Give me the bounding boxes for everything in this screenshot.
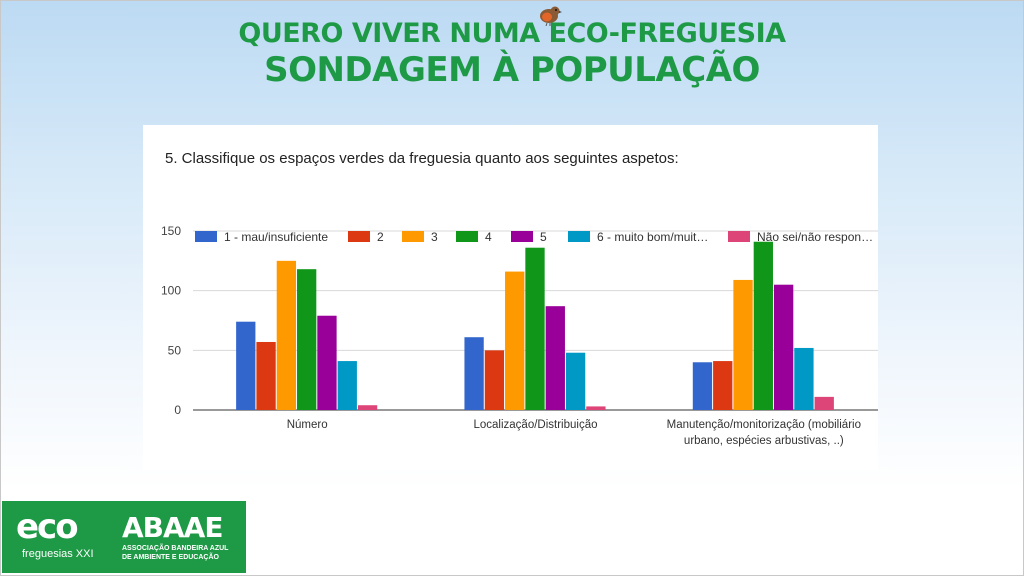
eco-logo: eco: [16, 507, 79, 547]
x-category-label: Localização/Distribuição: [473, 419, 597, 431]
legend-swatch: [402, 231, 424, 242]
abaae-logo: ABAAE: [122, 511, 223, 544]
x-category-label: urbano, espécies arbustivas, ..): [684, 435, 844, 447]
bar: [464, 337, 484, 410]
legend-label: 2: [377, 230, 384, 244]
bar: [256, 341, 276, 410]
bar-chart: 0 50 100 150 Número Localização/Distribuição M…: [161, 224, 878, 447]
y-tick-label: 100: [161, 284, 181, 298]
bar: [565, 352, 586, 410]
bar: [525, 247, 545, 410]
legend-swatch: [456, 231, 478, 242]
bar: [357, 405, 378, 410]
bar: [692, 362, 713, 410]
bar: [505, 271, 525, 410]
y-tick-label: 0: [174, 403, 181, 417]
legend-swatch: [348, 231, 370, 242]
y-tick-label: 150: [161, 224, 181, 238]
bar: [337, 361, 357, 410]
bar: [753, 241, 773, 410]
legend-swatch: [511, 231, 533, 242]
legend-swatch: [728, 231, 750, 242]
question-text: 5. Classifique os espaços verdes da freg…: [165, 150, 679, 167]
abaae-association-text: ASSOCIAÇÃO BANDEIRA AZUL DE AMBIENTE E E…: [122, 544, 242, 562]
freguesias-logo-text: freguesias XXI: [22, 548, 94, 560]
slide-subtitle: SONDAGEM À POPULAÇÃO: [264, 50, 760, 90]
bar: [713, 361, 733, 410]
footer-logos: eco freguesias XXI ABAAE ASSOCIAÇÃO BAND…: [2, 501, 246, 573]
bar: [297, 269, 317, 410]
bar: [773, 284, 794, 410]
bar: [545, 306, 565, 410]
bar: [484, 350, 505, 410]
robin-bird-icon: [540, 6, 562, 26]
legend-label: 1 - mau/insuficiente: [224, 230, 328, 244]
legend-label: Não sei/não respon…: [757, 230, 873, 244]
bar: [794, 347, 814, 410]
legend-label: 5: [540, 230, 547, 244]
slide-title: QUERO VIVER NUMA ECO-FREGUESIA: [238, 18, 786, 49]
legend-label: 4: [485, 230, 492, 244]
bar: [586, 406, 606, 410]
legend-label: 6 - muito bom/muit…: [597, 230, 708, 244]
legend-label: 3: [431, 230, 438, 244]
legend-swatch: [195, 231, 217, 242]
legend-swatch: [568, 231, 590, 242]
assoc-line-2: DE AMBIENTE E EDUCAÇÃO: [122, 554, 219, 561]
chart-card: 5. Classifique os espaços verdes da freg…: [143, 125, 878, 470]
bar: [733, 279, 753, 410]
bar: [317, 315, 337, 410]
bar: [276, 260, 297, 410]
x-category-label: Manutenção/monitorização (mobiliário: [667, 419, 861, 431]
y-tick-label: 50: [168, 343, 182, 357]
bar: [236, 321, 256, 410]
assoc-line-1: ASSOCIAÇÃO BANDEIRA AZUL: [122, 545, 229, 552]
x-category-label: Número: [287, 419, 328, 431]
bar: [814, 396, 834, 410]
